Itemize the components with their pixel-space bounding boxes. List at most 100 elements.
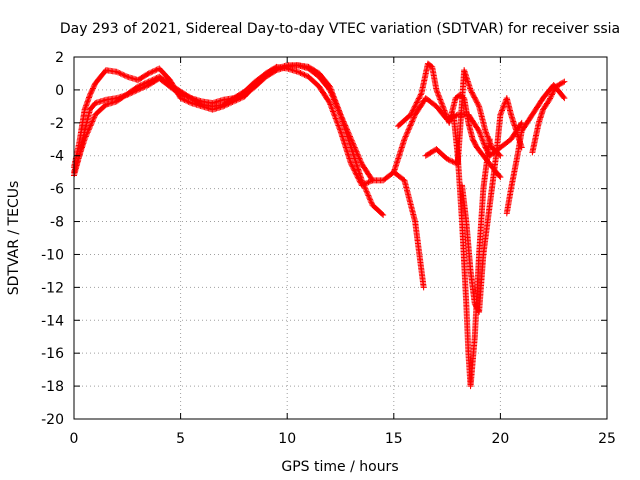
data-point (349, 139, 356, 146)
data-point (496, 173, 503, 180)
data-point (89, 86, 96, 93)
data-point (435, 92, 442, 99)
y-tick-label: -12 (41, 280, 64, 296)
data-point (473, 98, 480, 105)
data-point (84, 130, 91, 137)
data-point (133, 84, 140, 91)
data-point (362, 187, 369, 194)
data-point (435, 91, 442, 98)
data-point (262, 70, 269, 77)
data-point (349, 163, 356, 170)
x-tick-label: 0 (70, 431, 79, 447)
data-series (390, 95, 525, 176)
data-point (334, 104, 341, 111)
x-tick-label: 25 (598, 431, 616, 447)
data-point (326, 86, 333, 93)
data-point (87, 90, 94, 97)
data-point (328, 104, 335, 111)
data-point (343, 125, 350, 132)
y-tick-label: -20 (41, 412, 64, 428)
data-point (146, 78, 153, 85)
data-point (146, 69, 153, 76)
data-point (476, 128, 483, 135)
data-point (410, 114, 417, 121)
data-point (414, 98, 421, 105)
data-point (265, 69, 272, 76)
data-point (330, 95, 337, 102)
data-point (90, 84, 97, 91)
data-point (367, 196, 374, 203)
data-point (547, 95, 554, 102)
data-point (354, 151, 361, 158)
data-point (365, 192, 372, 199)
data-point (434, 89, 441, 96)
data-point (352, 168, 359, 175)
data-point (362, 180, 369, 187)
data-point (87, 122, 94, 129)
data-series (459, 95, 525, 316)
data-point (150, 76, 157, 83)
data-point (335, 123, 342, 130)
data-point (330, 108, 337, 115)
data-point (405, 126, 412, 133)
data-point (548, 92, 555, 99)
data-point (412, 102, 419, 109)
data-point (355, 154, 362, 161)
data-point (336, 108, 343, 115)
data-point (560, 94, 567, 101)
data-point (118, 71, 125, 78)
data-point (339, 115, 346, 122)
data-point (478, 133, 485, 140)
data-point (436, 95, 443, 102)
data-point (85, 128, 92, 135)
data-point (365, 179, 372, 186)
data-point (341, 119, 348, 126)
data-point (88, 89, 95, 96)
data-point (408, 119, 415, 126)
data-point (89, 85, 96, 92)
data-point (116, 70, 123, 77)
data-point (437, 97, 444, 104)
data-point (420, 284, 427, 291)
data-point (84, 129, 91, 136)
data-point (272, 66, 279, 73)
data-point (497, 174, 504, 181)
data-point (402, 134, 409, 141)
data-point (355, 175, 362, 182)
data-point (144, 71, 151, 78)
data-point (351, 167, 358, 174)
data-point (150, 67, 157, 74)
data-point (333, 103, 340, 110)
y-tick-label: -16 (41, 346, 64, 362)
data-point (439, 103, 446, 110)
data-point (411, 103, 418, 110)
data-point (90, 115, 97, 122)
data-point (268, 67, 275, 74)
data-point (402, 133, 409, 140)
data-point (328, 89, 335, 96)
data-point (136, 83, 143, 90)
data-point (366, 195, 373, 202)
data-point (443, 111, 450, 118)
data-point (413, 100, 420, 107)
data-point (379, 210, 386, 217)
data-point (344, 126, 351, 133)
data-point (403, 132, 410, 139)
data-point (182, 97, 189, 104)
data-point (328, 91, 335, 98)
y-tick-label: -10 (41, 247, 64, 263)
data-point (477, 132, 484, 139)
data-point (417, 91, 424, 98)
data-point (401, 136, 408, 143)
data-point (345, 129, 352, 136)
data-point (468, 89, 475, 96)
data-point (352, 145, 359, 152)
data-point (470, 93, 477, 100)
data-point (82, 133, 89, 140)
data-point (148, 69, 155, 76)
data-point (329, 107, 336, 114)
data-point (358, 182, 365, 189)
data-point (152, 75, 159, 82)
data-point (329, 92, 336, 99)
data-point (474, 99, 481, 106)
